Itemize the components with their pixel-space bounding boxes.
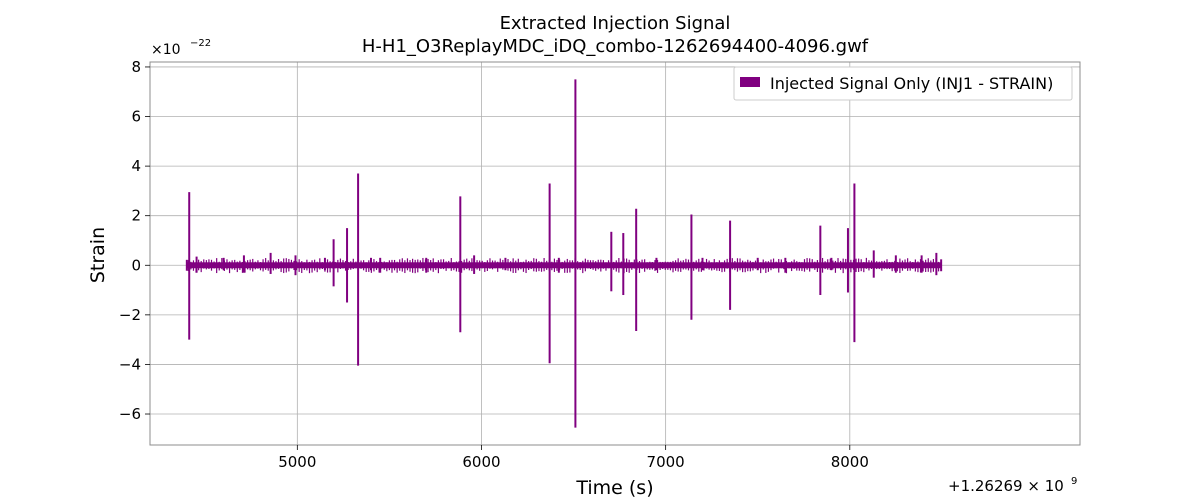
y-axis-ticks: −6 −4 −2 0 2 4 6 8 xyxy=(119,58,150,423)
y-axis-label: Strain xyxy=(87,227,109,283)
x-offset-exponent: 9 xyxy=(1071,476,1077,487)
y-tick-label: 6 xyxy=(131,108,141,126)
data-layer xyxy=(185,79,943,428)
x-tick-label: 5000 xyxy=(278,453,316,471)
x-tick-label: 6000 xyxy=(462,453,500,471)
x-offset-label: +1.26269 × 10 xyxy=(948,477,1064,495)
x-axis-label: Time (s) xyxy=(575,477,653,499)
y-scale-exponent: −22 xyxy=(190,38,211,49)
x-tick-label: 8000 xyxy=(831,453,869,471)
y-tick-label: 8 xyxy=(131,58,141,76)
legend-box xyxy=(733,66,1073,101)
y-scale-label: ×10 xyxy=(151,42,181,58)
y-tick-label: 2 xyxy=(131,207,141,225)
series-0 xyxy=(185,79,943,428)
x-offset-annotation: +1.26269 × 10 9 xyxy=(948,476,1077,495)
x-axis-ticks: 5000 6000 7000 8000 xyxy=(278,445,869,471)
plot-frame xyxy=(149,61,1081,446)
legend: Injected Signal Only (INJ1 - STRAIN) xyxy=(733,66,1073,101)
legend-swatch xyxy=(740,77,760,87)
legend-label: Injected Signal Only (INJ1 - STRAIN) xyxy=(770,74,1053,93)
y-tick-label: −4 xyxy=(119,355,141,373)
noise-band xyxy=(186,262,942,269)
chart-title: Extracted Injection Signal xyxy=(500,13,731,34)
x-tick-label: 7000 xyxy=(647,453,685,471)
plot-area xyxy=(150,62,1080,445)
y-scale-factor: ×10 −22 xyxy=(151,38,211,58)
y-tick-label: 0 xyxy=(131,256,141,274)
y-tick-label: −6 xyxy=(119,405,141,423)
chart-subtitle: H-H1_O3ReplayMDC_iDQ_combo-1262694400-40… xyxy=(362,36,869,57)
y-tick-label: −2 xyxy=(119,306,141,324)
y-tick-label: 4 xyxy=(131,157,141,175)
